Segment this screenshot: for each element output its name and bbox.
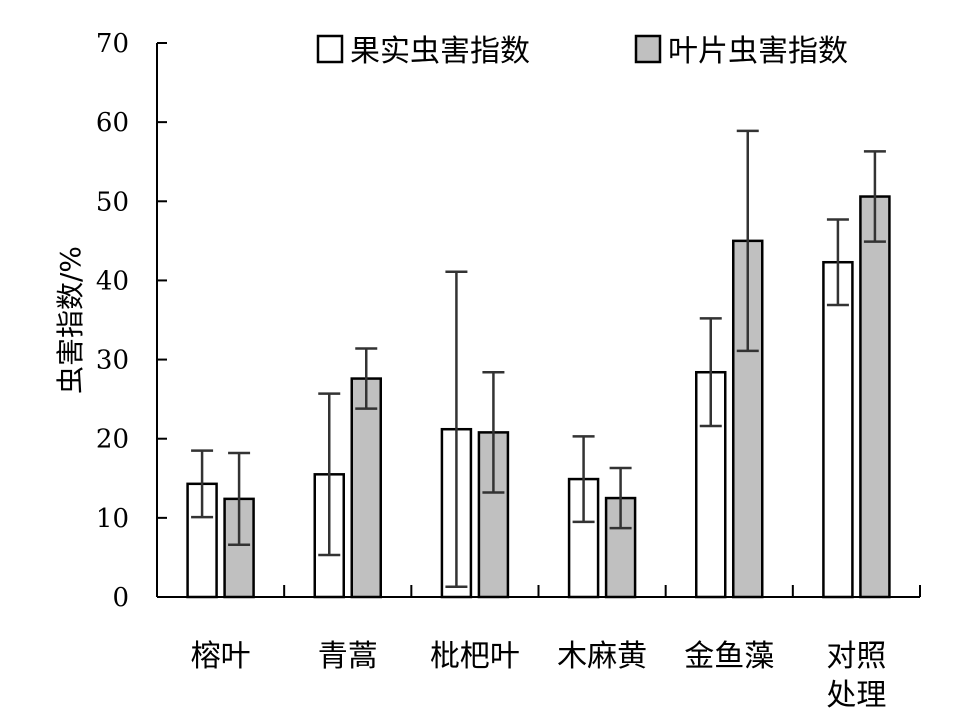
x-axis-title: 处理 — [826, 678, 886, 713]
y-tick-labels: 0 10 20 30 40 50 60 70 — [96, 29, 129, 613]
y-axis-title: 虫害指数/% — [54, 246, 87, 394]
bar-leaf — [859, 195, 891, 599]
category-label: 枇杷叶 — [430, 639, 520, 674]
category-label: 榕叶 — [191, 639, 251, 674]
legend: 果实虫害指数 叶片虫害指数 — [316, 34, 848, 69]
y-tick-label: 60 — [96, 108, 129, 138]
bar-leaf — [350, 377, 382, 599]
y-tick-label: 20 — [96, 425, 129, 455]
y-tick-label: 50 — [96, 187, 129, 217]
bar-fruit — [186, 482, 218, 599]
legend-swatch — [634, 34, 662, 64]
category-label: 青蒿 — [318, 639, 378, 674]
category-label: 金鱼藻 — [684, 639, 774, 674]
legend-swatch — [316, 34, 344, 64]
y-tick-label: 0 — [112, 583, 129, 613]
error-bars — [191, 129, 886, 588]
category-label: 木麻黄 — [557, 639, 647, 674]
legend-label: 果实虫害指数 — [350, 34, 530, 69]
category-label: 对照 — [826, 639, 886, 674]
category-labels: 榕叶 青蒿 枇杷叶 木麻黄 金鱼藻 对照 — [191, 639, 887, 674]
y-tick-label: 30 — [96, 346, 129, 376]
bars — [186, 195, 891, 599]
y-tick-label: 40 — [96, 266, 129, 296]
y-tick-label: 70 — [96, 29, 129, 59]
legend-label: 叶片虫害指数 — [668, 34, 848, 69]
y-tick-label: 10 — [96, 504, 129, 534]
bar-fruit — [822, 260, 854, 599]
axes — [156, 42, 921, 598]
